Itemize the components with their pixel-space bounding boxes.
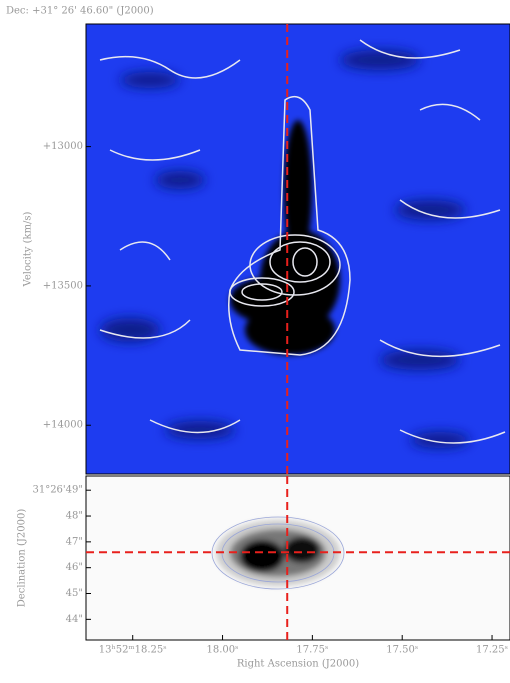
y-tick-label: 45"	[66, 588, 83, 599]
figure: Dec: +31° 26' 46.60" (J2000) Velocity (k…	[0, 0, 510, 679]
map-image	[86, 476, 510, 640]
y-tick-label: 44"	[66, 614, 83, 625]
y-tick-label: +14000	[43, 420, 83, 431]
y-tick-label: 31°26'49"	[32, 485, 83, 496]
y-tick-label: +13500	[43, 280, 83, 291]
x-tick-label: 17.50ˢ	[386, 645, 418, 656]
y-axis-label: Declination (J2000)	[17, 509, 28, 608]
x-tick-label: 17.25ˢ	[476, 645, 508, 656]
x-tick-label: 18.00ˢ	[207, 645, 239, 656]
y-tick-label: +13000	[43, 141, 83, 152]
x-tick-label: 13ʰ52ᵐ18.25ˢ	[99, 645, 167, 656]
pv-image	[86, 24, 510, 474]
y-axis-label: Velocity (km/s)	[23, 211, 34, 287]
figure-title: Dec: +31° 26' 46.60" (J2000)	[6, 6, 154, 17]
y-tick-label: 46"	[66, 562, 83, 573]
y-tick-label: 48"	[66, 511, 83, 522]
x-tick-label: 17.75ˢ	[296, 645, 328, 656]
y-tick-label: 47"	[66, 536, 83, 547]
x-axis-label: Right Ascension (J2000)	[237, 659, 359, 670]
